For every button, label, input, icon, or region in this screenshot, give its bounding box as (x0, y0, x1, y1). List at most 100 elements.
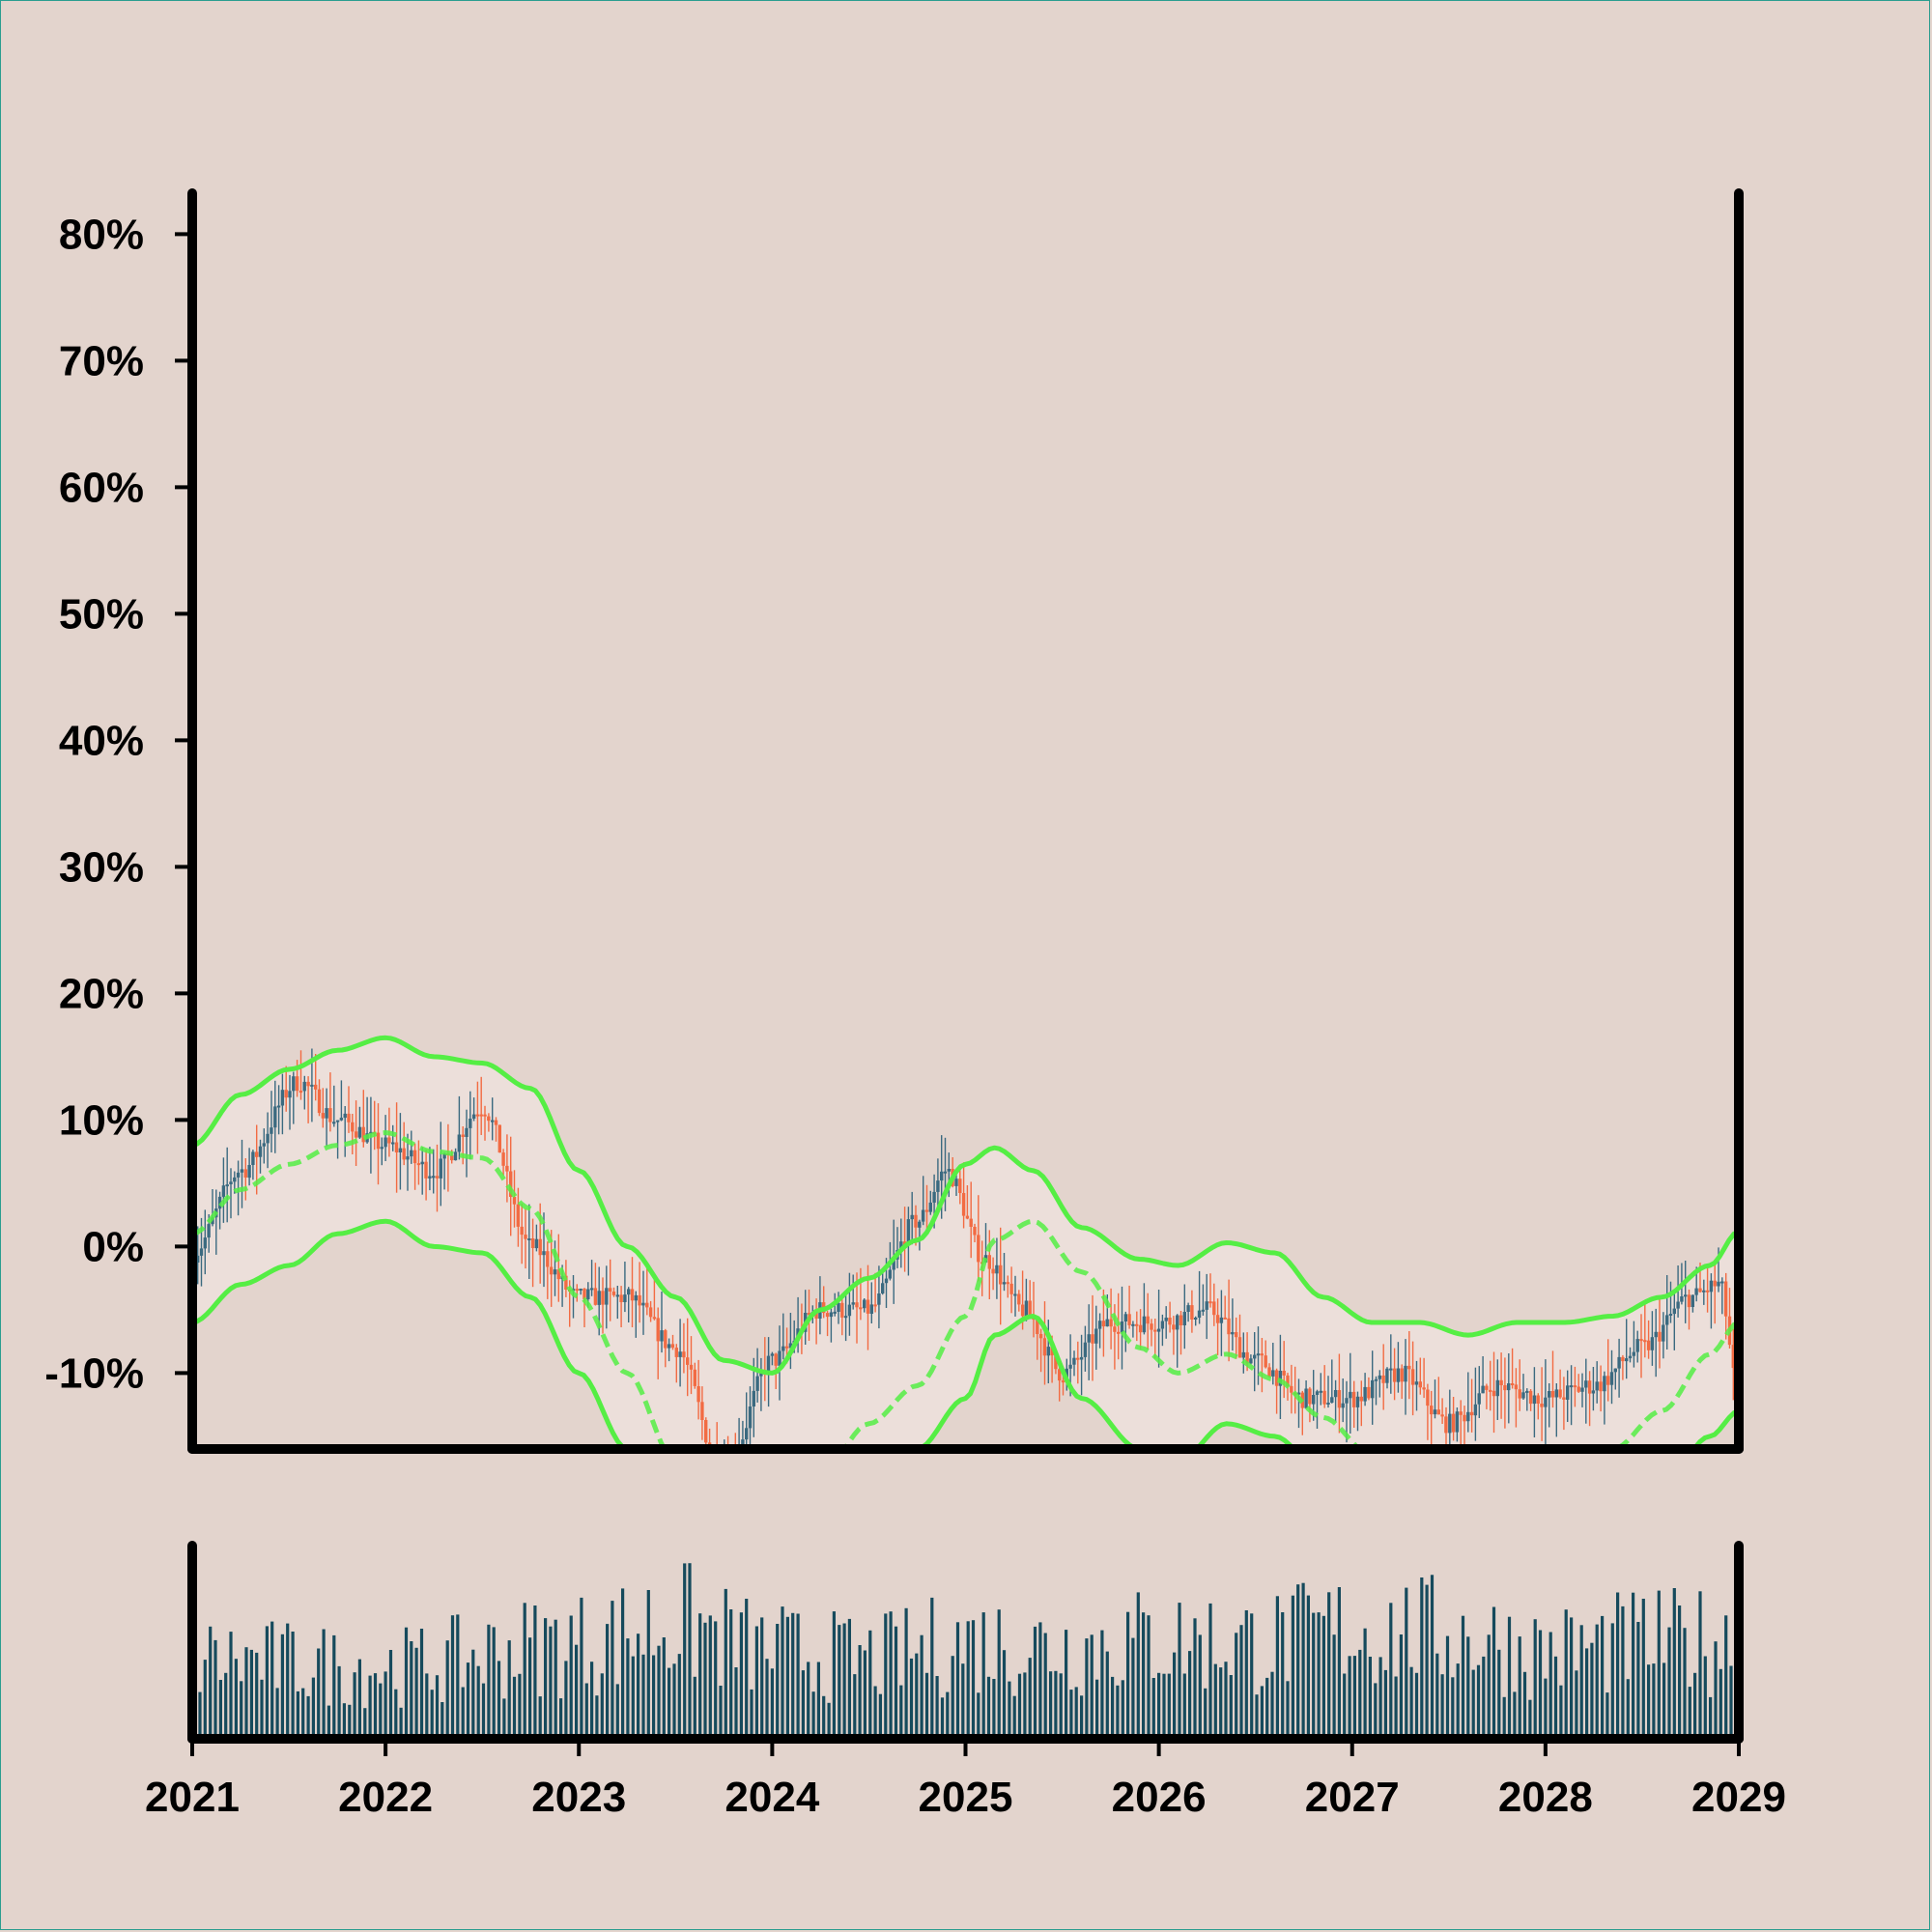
candle-body (1205, 1301, 1208, 1310)
candle-body (412, 1150, 417, 1164)
volume-bar (1059, 1673, 1063, 1739)
volume-bar (1518, 1636, 1521, 1739)
volume-bar (1193, 1618, 1197, 1739)
volume-bar (265, 1626, 269, 1739)
volume-bar (198, 1691, 202, 1739)
candle-body (1433, 1409, 1437, 1415)
volume-bar (595, 1695, 599, 1739)
volume-bar (1487, 1634, 1491, 1739)
candle-body (924, 1209, 929, 1212)
volume-bar (1343, 1673, 1347, 1739)
volume-bar (1378, 1657, 1382, 1739)
candle-body (752, 1390, 755, 1406)
volume-bar (1085, 1638, 1089, 1739)
volume-bar (1528, 1699, 1532, 1739)
candle-body (225, 1184, 229, 1187)
candle-body (450, 1154, 454, 1161)
volume-bar (1182, 1673, 1186, 1739)
volume-bar (1157, 1672, 1161, 1739)
candle-body (1212, 1301, 1216, 1316)
candle-body (678, 1351, 682, 1357)
candle-body (1249, 1358, 1253, 1364)
candle-body (497, 1124, 501, 1153)
candle-body (719, 1477, 722, 1482)
volume-bar (739, 1612, 743, 1739)
volume-bar (584, 1683, 588, 1739)
candle-body (1131, 1323, 1135, 1326)
candle-body (940, 1171, 944, 1181)
candle-body (1146, 1316, 1150, 1324)
x-tick-label: 2027 (1305, 1774, 1400, 1821)
volume-bar (1012, 1695, 1016, 1739)
volume-bar (1116, 1685, 1120, 1739)
volume-bar (734, 1667, 738, 1739)
candle-body (420, 1161, 424, 1165)
candle-body (1650, 1337, 1655, 1350)
candle-body (512, 1197, 517, 1205)
candle-body (645, 1302, 649, 1308)
volume-bar (1610, 1623, 1614, 1739)
candle-body (1286, 1375, 1290, 1386)
y-tick-label: 80% (59, 211, 144, 258)
candle-body (1150, 1323, 1153, 1330)
candle-body (1473, 1404, 1478, 1416)
volume-bar (476, 1665, 480, 1739)
candle-body (1245, 1351, 1249, 1364)
volume-bar (1585, 1648, 1589, 1739)
candle-body (487, 1116, 491, 1122)
candle-body (716, 1456, 719, 1477)
candle-body (1635, 1339, 1639, 1352)
candle-body (394, 1142, 399, 1152)
candle-body (361, 1126, 365, 1143)
volume-bar (384, 1671, 387, 1739)
candle-body (1672, 1308, 1676, 1315)
volume-bar (399, 1707, 403, 1739)
candle-body (784, 1346, 789, 1349)
volume-bar (940, 1697, 945, 1739)
candle-body (943, 1171, 948, 1174)
volume-bar (1632, 1592, 1635, 1739)
volume-bar (1363, 1628, 1367, 1739)
candle-body (306, 1081, 310, 1087)
volume-bar (1657, 1590, 1661, 1739)
candle-body (704, 1420, 708, 1443)
candle-body (1499, 1379, 1503, 1385)
volume-bar (379, 1683, 383, 1739)
volume-bar (1065, 1630, 1068, 1739)
candle-body (457, 1134, 461, 1152)
volume-bar (1672, 1588, 1676, 1739)
volume-bar (832, 1611, 836, 1739)
volume-bar (981, 1612, 985, 1739)
candle-body (1584, 1380, 1588, 1388)
candle-body (778, 1350, 781, 1366)
candle-body (1083, 1342, 1088, 1357)
candle-body (961, 1193, 966, 1216)
candle-body (1113, 1326, 1117, 1332)
volume-bar (1167, 1673, 1171, 1739)
volume-bar (1601, 1615, 1605, 1739)
volume-bar (1389, 1603, 1393, 1739)
candle-body (954, 1179, 958, 1186)
y-tick-label: 70% (59, 337, 144, 384)
candle-body (491, 1120, 495, 1122)
candle-body (556, 1269, 560, 1280)
candle-body (1308, 1388, 1312, 1405)
candle-body (402, 1148, 406, 1160)
candle-body (251, 1151, 255, 1165)
candle-body (416, 1163, 421, 1166)
candle-body (1396, 1368, 1401, 1382)
x-axis: 2021 2022 2023 2024 2025 2026 2027 2028 2029 (145, 1541, 1786, 1821)
candle-body (737, 1453, 740, 1464)
volume-bar (1435, 1653, 1439, 1739)
candle-body (1231, 1332, 1235, 1335)
volume-bar (683, 1563, 687, 1739)
candle-body (1654, 1331, 1658, 1338)
volume-bar (1445, 1635, 1450, 1739)
candle-body (1440, 1414, 1444, 1417)
bollinger-bands (192, 1037, 1739, 1449)
volume-bar (1162, 1673, 1166, 1739)
volume-bar (1383, 1669, 1387, 1739)
candle-body (302, 1081, 306, 1092)
candle-body (1603, 1376, 1606, 1392)
volume-bar (435, 1675, 440, 1739)
